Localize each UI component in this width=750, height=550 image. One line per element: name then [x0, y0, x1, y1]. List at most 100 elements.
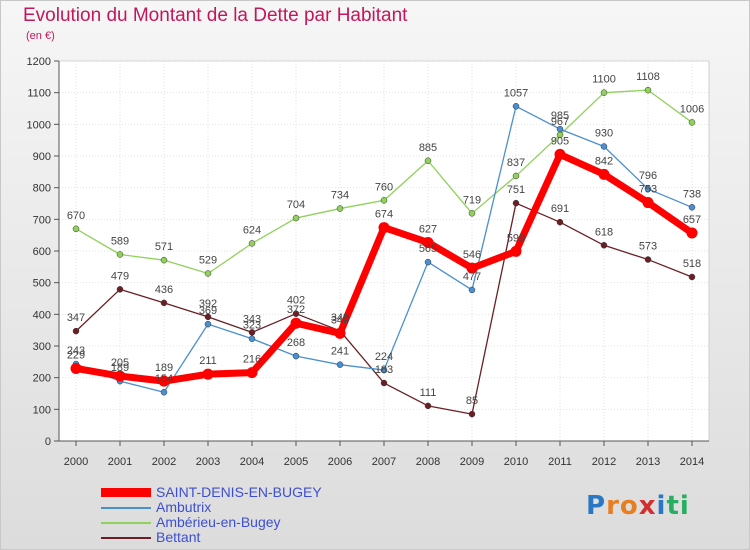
y-tick-label: 400 — [33, 309, 51, 321]
proxiti-logo: Proxiti — [586, 491, 690, 521]
x-tick-label: 2013 — [636, 456, 660, 468]
logo-letter: r — [606, 491, 620, 521]
data-label: 369 — [199, 305, 217, 317]
logo-letter: o — [619, 491, 639, 521]
data-point — [644, 86, 652, 94]
data-point — [336, 361, 344, 368]
data-label: 704 — [287, 199, 305, 211]
data-point — [336, 205, 344, 212]
data-label: 477 — [463, 271, 481, 283]
data-point — [72, 327, 80, 335]
y-tick-label: 800 — [33, 183, 51, 195]
data-point — [246, 367, 258, 379]
data-point — [512, 103, 520, 110]
data-point — [160, 299, 168, 307]
y-tick-label: 200 — [33, 373, 51, 385]
data-label: 323 — [243, 320, 261, 332]
legend-swatch — [101, 522, 151, 524]
data-label: 796 — [639, 170, 657, 182]
data-label: 573 — [639, 241, 657, 253]
data-point — [248, 240, 256, 247]
data-label: 372 — [287, 304, 305, 316]
data-label: 905 — [551, 135, 569, 147]
x-tick-label: 2003 — [196, 456, 220, 468]
y-tick-label: 900 — [33, 151, 51, 163]
data-label: 343 — [243, 313, 261, 325]
data-label: 599 — [507, 232, 525, 244]
data-label: 205 — [111, 357, 129, 369]
data-point — [424, 157, 432, 164]
logo-letter: i — [679, 491, 690, 521]
data-label: 657 — [683, 214, 701, 226]
y-tick-label: 1000 — [27, 119, 51, 131]
data-point — [688, 119, 696, 126]
x-tick-label: 2012 — [592, 456, 616, 468]
data-point — [70, 362, 82, 374]
data-label: 751 — [507, 184, 525, 196]
legend-label: Ambérieu-en-Bugey — [156, 514, 281, 530]
y-tick-label: 700 — [33, 214, 51, 226]
data-point — [688, 273, 696, 281]
legend-item: Ambutrix — [101, 500, 361, 515]
data-point — [468, 410, 476, 418]
x-tick-label: 2011 — [548, 456, 572, 468]
data-point — [380, 379, 388, 387]
data-point — [334, 327, 346, 339]
y-tick-label: 100 — [33, 404, 51, 416]
data-point — [248, 335, 256, 342]
x-tick-label: 2000 — [64, 456, 88, 468]
data-label: 1100 — [592, 74, 616, 86]
data-point — [72, 225, 80, 233]
x-tick-label: 2010 — [504, 456, 528, 468]
data-point — [204, 320, 212, 328]
data-point — [380, 197, 388, 204]
data-label: 930 — [595, 128, 613, 140]
legend-label: SAINT-DENIS-EN-BUGEY — [156, 484, 322, 500]
data-label: 753 — [639, 184, 657, 196]
data-label: 348 — [331, 312, 349, 324]
data-point — [204, 313, 212, 321]
data-label: 340 — [331, 314, 349, 326]
data-label: 571 — [155, 241, 173, 253]
legend-swatch — [101, 507, 151, 509]
legend-label: Ambutrix — [156, 499, 212, 515]
data-label: 111 — [420, 387, 437, 399]
data-label: 1057 — [504, 87, 528, 99]
data-point — [160, 256, 168, 264]
y-tick-label: 500 — [33, 278, 51, 290]
data-point — [290, 317, 302, 329]
chart-unit: (en €) — [26, 30, 55, 42]
data-label: 518 — [683, 258, 701, 270]
x-tick-label: 2009 — [460, 456, 484, 468]
data-label: 674 — [375, 209, 393, 221]
legend-label: Bettant — [156, 529, 201, 545]
data-label: 241 — [331, 346, 349, 358]
data-point — [512, 199, 520, 207]
data-label: 85 — [466, 395, 478, 407]
logo-letter: x — [638, 491, 657, 521]
data-label: 529 — [199, 254, 217, 266]
data-point — [598, 168, 610, 180]
x-tick-label: 2005 — [284, 456, 308, 468]
data-point — [424, 402, 432, 410]
data-point — [466, 262, 478, 274]
y-tick-label: 1100 — [27, 88, 51, 100]
legend-swatch — [101, 537, 151, 539]
data-point — [202, 368, 214, 380]
y-tick-label: 300 — [33, 341, 51, 353]
data-label: 347 — [67, 312, 85, 324]
data-label: 967 — [551, 116, 569, 128]
data-point — [688, 204, 696, 211]
data-point — [248, 329, 256, 336]
data-label: 216 — [243, 354, 261, 366]
x-tick-label: 2006 — [328, 456, 352, 468]
legend-item: SAINT-DENIS-EN-BUGEY — [101, 485, 361, 500]
data-label: 229 — [67, 349, 85, 361]
data-label: 183 — [375, 364, 393, 376]
data-label: 670 — [67, 210, 85, 222]
y-tick-label: 0 — [45, 436, 51, 448]
x-tick-label: 2008 — [416, 456, 440, 468]
data-label: 189 — [111, 362, 129, 374]
